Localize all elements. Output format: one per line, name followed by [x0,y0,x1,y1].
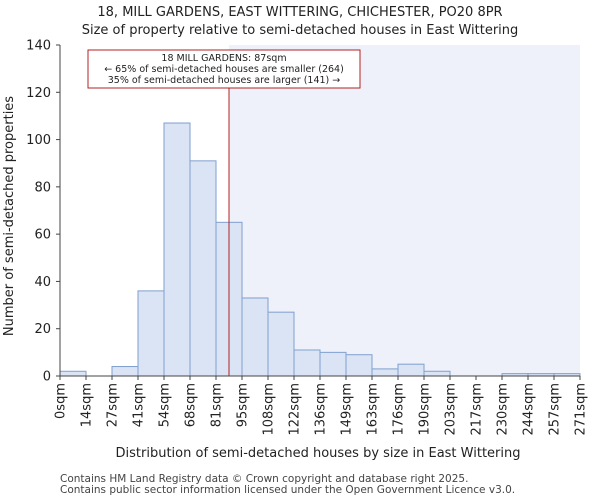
x-tick-label: 108sqm [262,383,277,436]
x-tick-label: 149sqm [340,383,355,436]
bar-27sqm [111,366,139,377]
x-tick-label: 176sqm [392,383,407,436]
y-tick-label: 40 [34,275,51,290]
x-tick-label: 81sqm [210,383,225,427]
x-tick-label: 41sqm [132,383,147,427]
bar-54sqm [163,122,191,377]
x-tick-label: 0sqm [54,383,69,419]
x-tick-label: 163sqm [366,383,381,436]
bars [59,122,581,377]
x-tick-label: 136sqm [314,383,329,436]
x-axis-ticks: 0sqm 14sqm 27sqm 41sqm 54sqm 68sqm 81sqm 95sqm 1… [54,376,589,436]
bar-136sqm [319,351,347,377]
x-tick-label: 14sqm [80,383,95,427]
chart-subtitle: Size of property relative to semi-detach… [82,23,519,38]
x-tick-label: 244sqm [522,383,537,436]
y-tick-label: 100 [26,133,51,148]
x-tick-label: 203sqm [444,383,459,436]
x-tick-label: 190sqm [418,383,433,436]
y-tick-label: 0 [43,370,51,385]
annotation-line-3: 35% of semi-detached houses are larger (… [108,75,341,86]
x-tick-label: 230sqm [496,383,511,436]
annotation-line-2: ← 65% of semi-detached houses are smalle… [104,64,344,75]
x-tick-label: 122sqm [288,383,303,436]
bar-41sqm [137,290,165,377]
bar-68sqm [189,160,217,377]
y-tick-label: 20 [34,322,51,337]
bar-108sqm [267,311,295,377]
annotation-box: 18 MILL GARDENS: 87sqm ← 65% of semi-det… [87,49,361,89]
bar-190sqm [423,370,451,377]
y-tick-label: 140 [26,39,51,54]
x-tick-label: 27sqm [106,383,121,427]
x-tick-label: 217sqm [470,383,485,436]
y-tick-label: 60 [34,228,51,243]
bar-163sqm [371,368,399,377]
x-tick-label: 271sqm [574,383,589,436]
y-axis-label: Number of semi-detached properties [2,96,17,336]
y-tick-label: 80 [34,180,51,195]
footer-line-1: Contains HM Land Registry data © Crown c… [60,473,469,485]
x-tick-label: 257sqm [548,383,563,436]
footer-line-2: Contains public sector information licen… [60,484,516,496]
bar-95sqm [241,297,269,377]
y-tick-label: 120 [26,86,51,101]
annotation-frame [87,49,361,89]
y-axis-ticks: 0 20 40 60 80 100 120 140 [26,39,60,385]
x-tick-label: 54sqm [158,383,173,427]
bar-176sqm [397,363,425,377]
bar-122sqm [293,349,321,377]
annotation-line-1: 18 MILL GARDENS: 87sqm [161,53,286,64]
chart-title: 18, MILL GARDENS, EAST WITTERING, CHICHE… [97,5,502,20]
bar-0sqm [59,370,87,377]
bar-149sqm [345,354,373,377]
x-axis-label: Distribution of semi-detached houses by … [116,446,521,461]
x-tick-label: 95sqm [236,383,251,427]
x-tick-label: 68sqm [184,383,199,427]
